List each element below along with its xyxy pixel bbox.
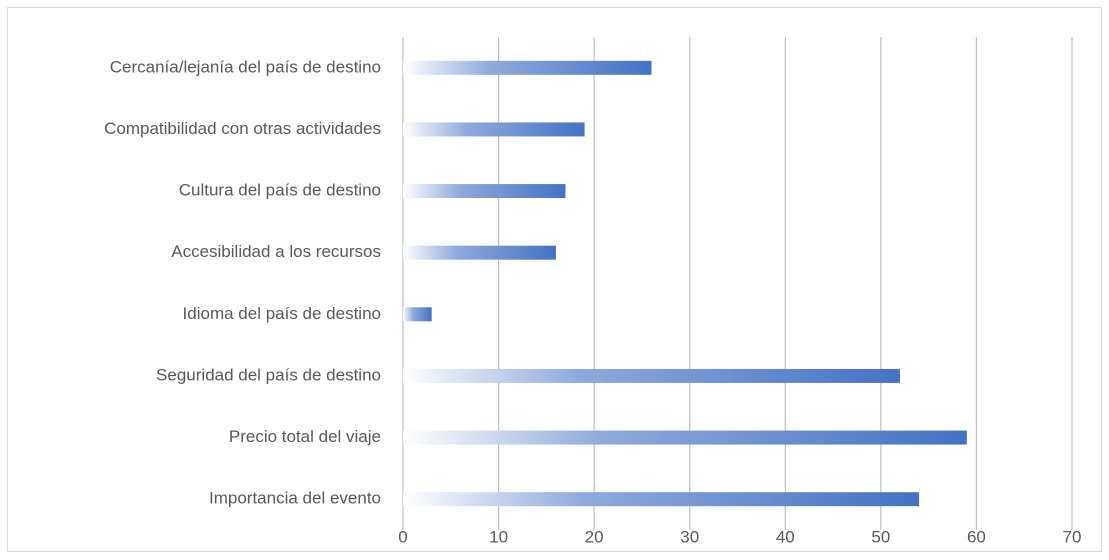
- x-tick-label: 10: [489, 527, 508, 546]
- chart-frame: [7, 7, 1102, 552]
- y-tick-label: Accesibilidad a los recursos: [171, 242, 381, 261]
- bar: [403, 184, 566, 199]
- y-tick-label: Compatibilidad con otras actividades: [104, 119, 381, 138]
- bar: [403, 122, 585, 137]
- bar: [403, 60, 652, 75]
- y-tick-label: Idioma del país de destino: [183, 304, 381, 323]
- y-tick-label: Cultura del país de destino: [179, 181, 381, 200]
- x-tick-label: 60: [967, 527, 986, 546]
- y-tick-label: Precio total del viaje: [229, 427, 381, 446]
- bar: [403, 368, 900, 383]
- bar: [403, 245, 556, 260]
- bar: [403, 430, 967, 445]
- x-tick-label: 30: [680, 527, 699, 546]
- y-tick-label: Seguridad del país de destino: [156, 365, 381, 384]
- bar: [403, 307, 432, 322]
- y-tick-label: Cercanía/lejanía del país de destino: [110, 57, 381, 76]
- x-tick-label: 50: [871, 527, 890, 546]
- x-tick-label: 70: [1063, 527, 1082, 546]
- x-tick-label: 40: [776, 527, 795, 546]
- x-tick-label: 20: [585, 527, 604, 546]
- y-tick-label: Importancia del evento: [209, 489, 381, 508]
- bar: [403, 492, 920, 507]
- x-tick-label: 0: [398, 527, 407, 546]
